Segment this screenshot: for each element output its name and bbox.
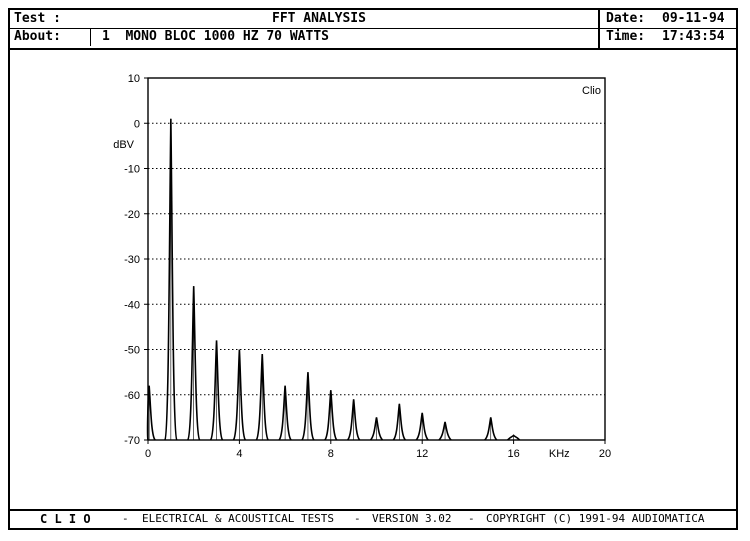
header-divider: [598, 10, 600, 48]
footer-sep-3: -: [468, 512, 475, 525]
chart-grid: [148, 122, 605, 396]
x-tick-label: 16: [507, 448, 519, 460]
x-axis-ticks: 0 4 8 12 16 20: [145, 440, 611, 460]
test-label: Test :: [14, 11, 61, 26]
footer-bar: C L I O - ELECTRICAL & ACOUSTICAL TESTS …: [10, 509, 736, 528]
time-value: 17:43:54: [662, 29, 725, 44]
page-title: FFT ANALYSIS: [272, 11, 366, 26]
about-label-box: About:: [10, 29, 91, 46]
y-tick-label: 0: [134, 118, 140, 130]
header-panel: Test : FFT ANALYSIS About: 1 MONO BLOC 1…: [10, 10, 736, 50]
footer-sep-1: -: [122, 512, 129, 525]
x-tick-label: 8: [328, 448, 334, 460]
footer-brand: C L I O: [40, 512, 91, 526]
footer-sep-2: -: [354, 512, 361, 525]
footer-version: VERSION 3.02: [372, 512, 452, 525]
time-label: Time:: [606, 29, 646, 44]
x-tick-label: 4: [236, 448, 242, 460]
window-frame: Test : FFT ANALYSIS About: 1 MONO BLOC 1…: [8, 8, 738, 530]
date-label: Date:: [606, 11, 646, 26]
y-tick-label: 10: [128, 73, 140, 85]
y-tick-label: -50: [124, 345, 140, 357]
y-axis-ticks: 10 0 -10 -20 -30 -40 -50 -60 -70: [124, 73, 148, 447]
footer-copyright: COPYRIGHT (C) 1991-94 AUDIOMATICA: [486, 512, 705, 525]
x-tick-label: 12: [416, 448, 428, 460]
y-tick-label: -20: [124, 209, 140, 221]
footer-description: ELECTRICAL & ACOUSTICAL TESTS: [142, 512, 335, 525]
y-tick-label: -60: [124, 390, 140, 402]
date-value: 09-11-94: [662, 11, 725, 26]
y-axis-label: dBV: [113, 139, 134, 151]
x-tick-label: 0: [145, 448, 151, 460]
header-title-row: Test : FFT ANALYSIS: [10, 10, 598, 29]
x-tick-label: 20: [599, 448, 611, 460]
y-tick-label: -10: [124, 164, 140, 176]
clio-watermark: Clio: [582, 85, 601, 97]
y-tick-label: -30: [124, 254, 140, 266]
about-label: About:: [14, 29, 61, 44]
date-box: Date: 09-11-94: [600, 10, 736, 29]
x-axis-label: KHz: [549, 448, 570, 460]
y-tick-label: -40: [124, 299, 140, 311]
chart-peaks: [146, 118, 521, 441]
spectrum-peak: [146, 385, 156, 441]
y-tick-label: -70: [124, 435, 140, 447]
about-text: 1 MONO BLOC 1000 HZ 70 WATTS: [102, 29, 329, 44]
